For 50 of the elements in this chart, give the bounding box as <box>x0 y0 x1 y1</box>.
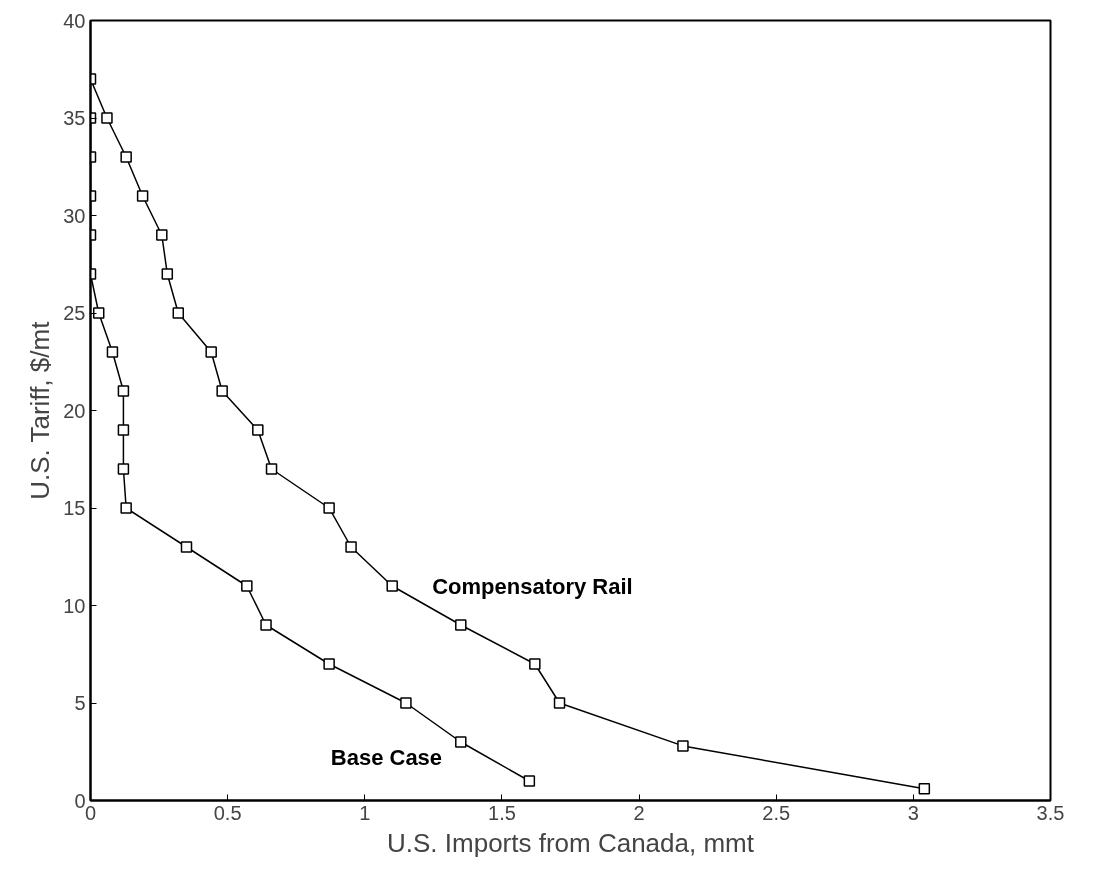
point <box>323 658 335 670</box>
x-tick-label: 1.5 <box>488 801 516 824</box>
point <box>529 658 541 670</box>
point <box>172 307 185 319</box>
point <box>323 502 335 514</box>
y-tick-label: 5 <box>74 692 86 714</box>
x-tick-label: 2 <box>633 801 645 824</box>
x-tick-label: 1 <box>359 801 371 824</box>
point <box>120 151 132 163</box>
y-tick-label: 20 <box>63 399 86 422</box>
point <box>345 541 357 553</box>
point <box>117 424 130 436</box>
point <box>120 502 132 514</box>
y-tick-label: 35 <box>63 107 86 129</box>
point <box>136 190 149 202</box>
point <box>553 697 566 709</box>
point <box>241 580 253 592</box>
point <box>386 580 398 592</box>
point <box>117 463 130 475</box>
point <box>455 736 467 748</box>
x-tick-label: 0.5 <box>213 801 242 824</box>
point <box>92 307 105 319</box>
point <box>180 541 193 553</box>
y-tick-label: 40 <box>63 9 86 32</box>
y-tick-label: 10 <box>63 594 86 617</box>
x-tick-label: 2.5 <box>762 801 791 824</box>
point <box>523 775 536 787</box>
point <box>205 346 217 358</box>
y-tick-label: 30 <box>63 204 86 227</box>
point <box>117 385 130 397</box>
point <box>252 424 264 436</box>
point <box>400 697 412 709</box>
point <box>677 740 689 752</box>
point <box>260 619 272 631</box>
point <box>161 268 174 280</box>
x-axis-title: U.S. Imports from Canada, mmt <box>387 827 755 858</box>
point <box>216 385 228 397</box>
y-tick-label: 25 <box>63 302 86 324</box>
y-axis-title: U.S. Tariff, $/mt <box>25 320 56 500</box>
y-tick-label: 15 <box>63 497 86 519</box>
series-label: Base Case <box>330 744 443 770</box>
point <box>156 229 168 241</box>
x-tick-label: 3.5 <box>1036 801 1065 824</box>
series-label: Compensatory Rail <box>432 573 633 599</box>
point <box>101 112 113 124</box>
point <box>265 463 278 475</box>
x-tick-label: 3 <box>907 801 919 824</box>
point <box>918 783 931 795</box>
point <box>455 619 467 631</box>
point <box>106 346 119 358</box>
